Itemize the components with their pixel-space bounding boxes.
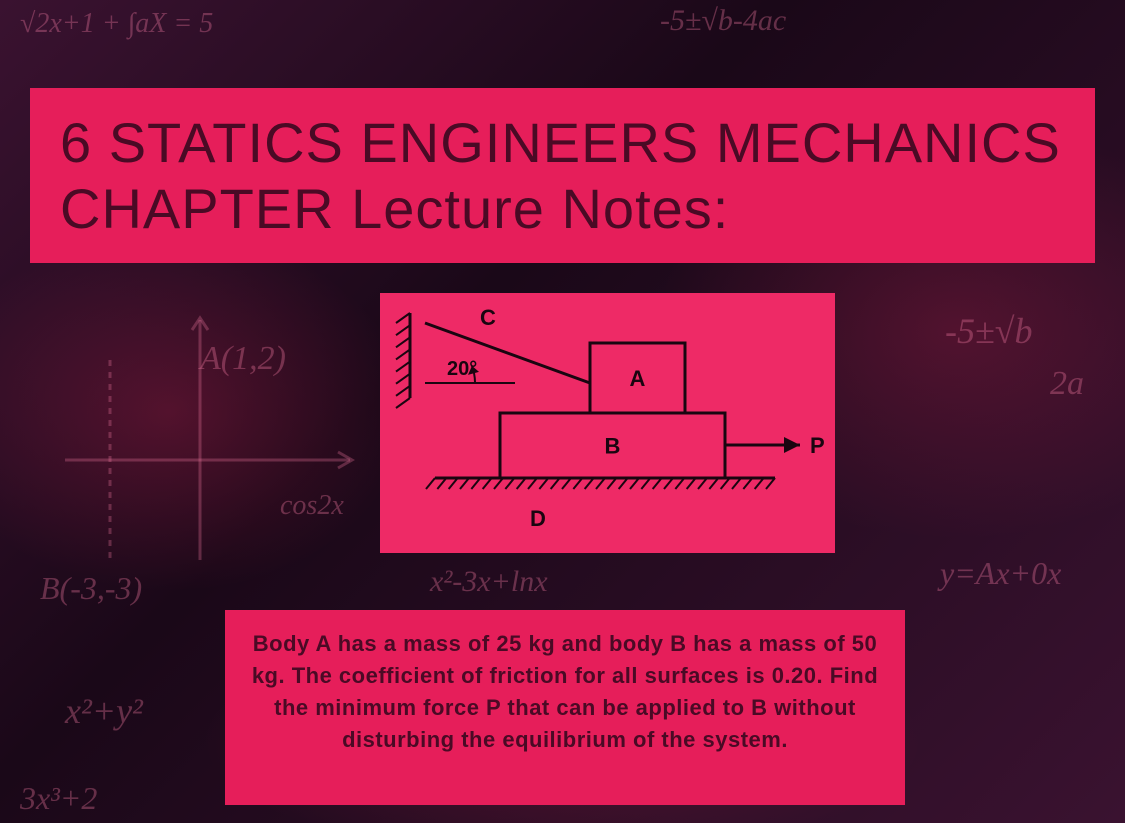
svg-text:C: C xyxy=(480,305,496,330)
chalk-axis-sketch xyxy=(50,300,360,580)
page-title: 6 STATICS ENGINEERS MECHANICS CHAPTER Le… xyxy=(60,110,1065,242)
svg-text:P: P xyxy=(810,433,825,458)
title-block: 6 STATICS ENGINEERS MECHANICS CHAPTER Le… xyxy=(30,88,1095,263)
problem-statement-block: Body A has a mass of 25 kg and body B ha… xyxy=(225,610,905,805)
svg-text:A: A xyxy=(630,366,646,391)
svg-text:B: B xyxy=(605,434,621,459)
svg-text:20°: 20° xyxy=(447,358,477,380)
problem-text: Body A has a mass of 25 kg and body B ha… xyxy=(249,628,881,756)
svg-text:D: D xyxy=(530,506,546,531)
engineering-diagram: C 20° A B D P xyxy=(380,293,835,553)
